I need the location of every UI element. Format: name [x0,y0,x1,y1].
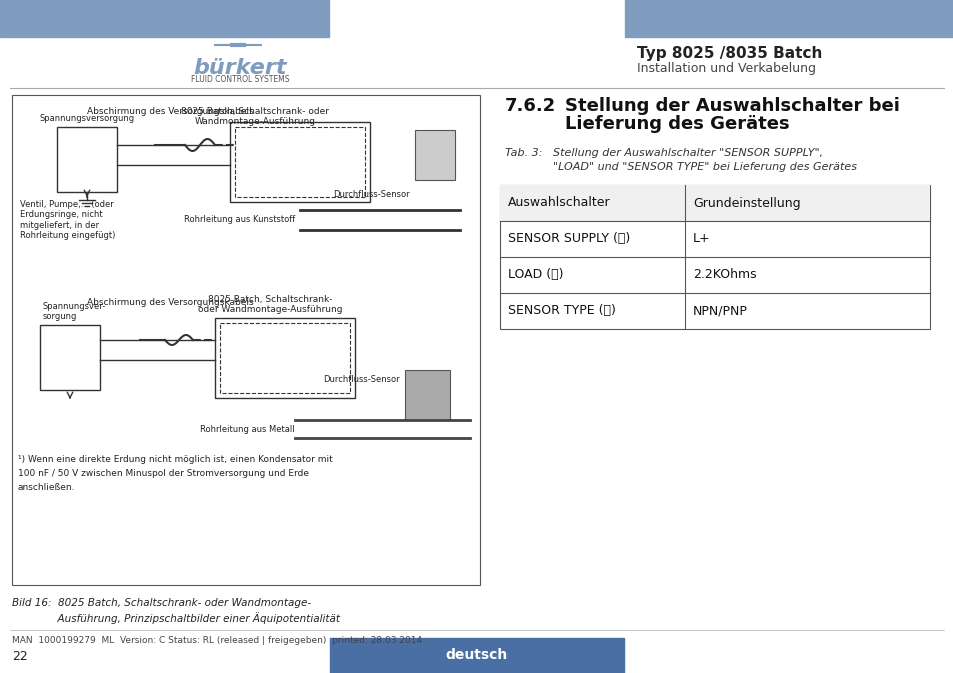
Text: LOAD (Ⓑ): LOAD (Ⓑ) [507,269,563,281]
Text: 8025 Batch, Schaltschrank-
oder Wandmontage-Ausführung: 8025 Batch, Schaltschrank- oder Wandmont… [197,295,342,314]
Text: Grundeinstellung: Grundeinstellung [692,197,800,209]
Bar [40,325,100,390]
Text: Spannungsversorgung: Spannungsversorgung [39,114,134,123]
Text: 8025 Batch, Schaltschrank- oder
Wandmontage-Ausführung: 8025 Batch, Schaltschrank- oder Wandmont… [181,107,329,127]
Text: 2.2KOhms: 2.2KOhms [692,269,756,281]
Text: Abschirmung des Versorgungskabels: Abschirmung des Versorgungskabels [87,298,253,307]
Bar [405,370,450,420]
Text: L+: L+ [692,232,710,246]
Bar [220,323,350,393]
Text: 22: 22 [12,650,28,663]
Text: NPN/PNP: NPN/PNP [692,304,747,318]
Text: Auswahlschalter: Auswahlschalter [507,197,610,209]
Text: deutsch: deutsch [445,648,508,662]
Text: Rohrleitung aus Kunststoff: Rohrleitung aus Kunststoff [184,215,294,225]
Text: Durchfluss-Sensor: Durchfluss-Sensor [333,190,410,199]
Text: FLUID CONTROL SYSTEMS: FLUID CONTROL SYSTEMS [191,75,289,84]
Text: Stellung der Auswahlschalter "SENSOR SUPPLY",: Stellung der Auswahlschalter "SENSOR SUP… [553,148,822,158]
Text: Abschirmung des Versorgungskabels: Abschirmung des Versorgungskabels [87,107,253,116]
Text: Ausführung, Prinzipschaltbilder einer Äquipotentialität: Ausführung, Prinzipschaltbilder einer Äq… [12,612,339,624]
Text: MAN  1000199279  ML  Version: C Status: RL (released | freigegeben)  printed: 28: MAN 1000199279 ML Version: C Status: RL … [12,636,421,645]
Bar [499,185,929,221]
Text: Typ 8025 /8035 Batch: Typ 8025 /8035 Batch [637,46,821,61]
Bar [624,0,953,37]
Bar [0,0,329,37]
Bar [230,122,370,202]
Bar [499,185,929,329]
Bar [12,95,479,585]
Text: 100 nF / 50 V zwischen Minuspol der Stromversorgung und Erde: 100 nF / 50 V zwischen Minuspol der Stro… [18,469,309,478]
Text: 7.6.2: 7.6.2 [504,97,556,115]
Text: SENSOR TYPE (Ⓒ): SENSOR TYPE (Ⓒ) [507,304,616,318]
Text: Lieferung des Gerätes: Lieferung des Gerätes [564,115,789,133]
Text: "LOAD" und "SENSOR TYPE" bei Lieferung des Gerätes: "LOAD" und "SENSOR TYPE" bei Lieferung d… [553,162,856,172]
Text: Stellung der Auswahlschalter bei: Stellung der Auswahlschalter bei [564,97,899,115]
Bar [214,318,355,398]
Text: Tab. 3:: Tab. 3: [504,148,542,158]
Text: Durchfluss-Sensor: Durchfluss-Sensor [323,376,399,384]
Text: ¹) Wenn eine direkte Erdung nicht möglich ist, einen Kondensator mit: ¹) Wenn eine direkte Erdung nicht möglic… [18,455,333,464]
Bar [234,127,365,197]
Text: bürkert: bürkert [193,58,287,78]
Text: Bild 16:  8025 Batch, Schaltschrank- oder Wandmontage-: Bild 16: 8025 Batch, Schaltschrank- oder… [12,598,311,608]
Text: Spannungsver-
sorgung: Spannungsver- sorgung [43,302,106,321]
Bar [57,127,117,192]
Text: anschließen.: anschließen. [18,483,75,492]
Bar [330,638,623,673]
Text: Installation und Verkabelung: Installation und Verkabelung [637,62,815,75]
Text: Ventil, Pumpe,... (oder
Erdungsringe, nicht
mitgeliefert, in der
Rohrleitung ein: Ventil, Pumpe,... (oder Erdungsringe, ni… [20,200,115,240]
Text: Rohrleitung aus Metall: Rohrleitung aus Metall [200,425,294,435]
Bar [415,130,455,180]
Text: SENSOR SUPPLY (Ⓐ): SENSOR SUPPLY (Ⓐ) [507,232,630,246]
